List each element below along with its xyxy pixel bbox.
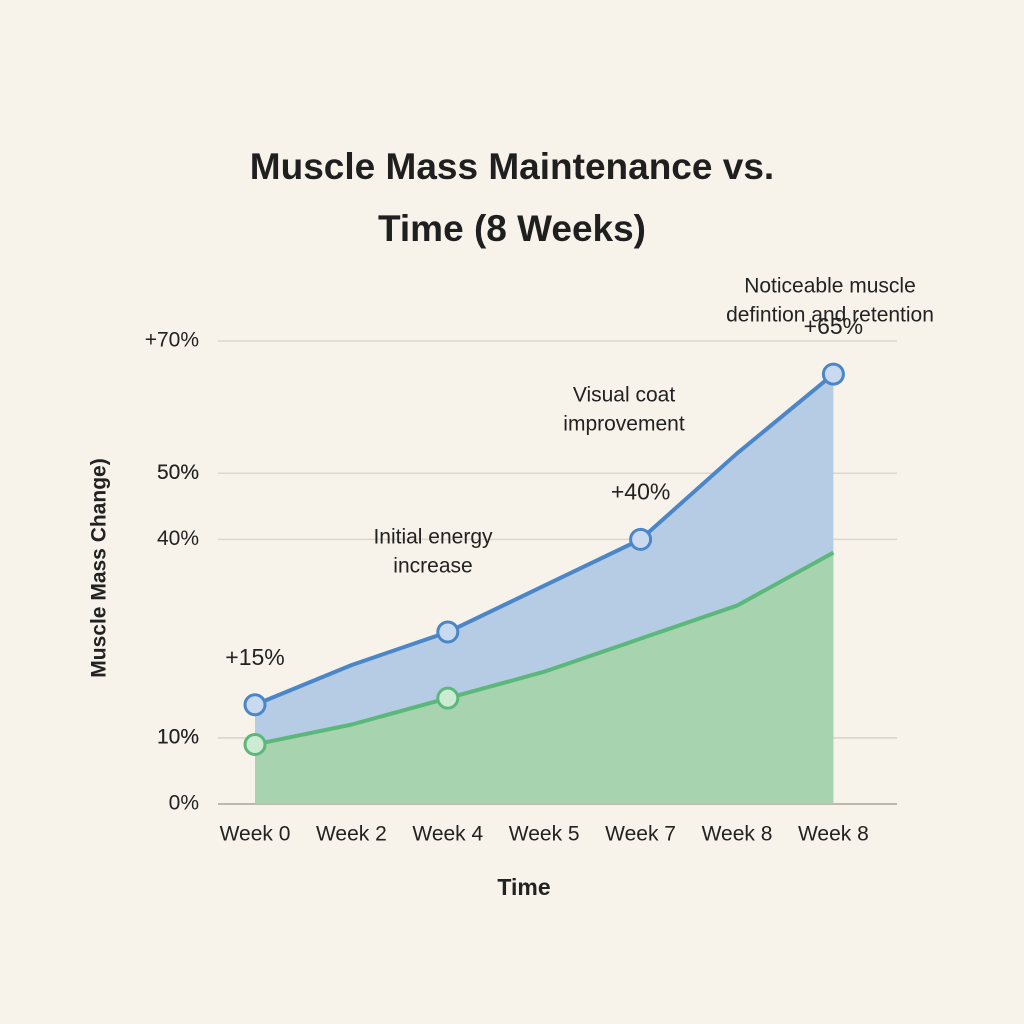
annotation: Noticeable muscle bbox=[744, 275, 916, 298]
annotation: increase bbox=[393, 555, 472, 578]
point bbox=[243, 732, 267, 756]
point bbox=[821, 362, 845, 386]
x-tick-label: Week 4 bbox=[412, 823, 483, 846]
data-label: +15% bbox=[225, 644, 284, 670]
y-tick-label: +70% bbox=[145, 329, 199, 352]
chart-title: Muscle Mass Maintenance vs. Time (8 Week… bbox=[249, 146, 775, 249]
line bbox=[254, 372, 835, 707]
point bbox=[436, 620, 460, 644]
line bbox=[254, 550, 835, 747]
x-tick-label: Week 8 bbox=[702, 823, 773, 846]
point bbox=[243, 693, 267, 717]
x-tick-label: Week 5 bbox=[509, 823, 580, 846]
annotation: Initial energy bbox=[373, 526, 493, 549]
data-label: +65% bbox=[804, 313, 863, 339]
y-tick-label: 10% bbox=[157, 725, 199, 748]
y-tick-label: 50% bbox=[157, 461, 199, 484]
x-tick-label: Week 8 bbox=[798, 823, 869, 846]
x-axis-label: Time bbox=[497, 874, 550, 900]
area bbox=[255, 552, 834, 804]
x-tick-label: Week 7 bbox=[605, 823, 676, 846]
y-tick-label: 0% bbox=[169, 792, 199, 815]
point bbox=[436, 686, 460, 710]
y-tick-label: 10% bbox=[157, 725, 199, 748]
x-tick-label: Week 0 bbox=[220, 823, 291, 846]
annotation: improvement bbox=[563, 413, 685, 436]
data-label: +40% bbox=[611, 479, 670, 505]
y-tick-label: 40% bbox=[157, 527, 199, 550]
x-tick-label: Week 2 bbox=[316, 823, 387, 846]
annotation: defintion and retention bbox=[726, 304, 934, 327]
point bbox=[629, 527, 653, 551]
y-tick-label: 50% bbox=[157, 461, 199, 484]
y-axis-label: Muscle Mass Change) bbox=[88, 458, 111, 677]
annotation: Visual coat bbox=[573, 384, 676, 407]
